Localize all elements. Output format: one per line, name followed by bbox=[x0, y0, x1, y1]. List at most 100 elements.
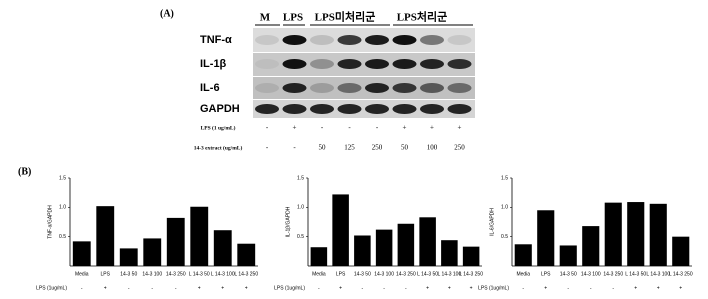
x-tick-label: L 14-3 50 bbox=[417, 271, 438, 277]
bar bbox=[190, 206, 209, 266]
band bbox=[255, 83, 279, 93]
x-tick-label: 14-3 250 bbox=[396, 271, 416, 277]
lps-sign: - bbox=[405, 285, 407, 291]
band bbox=[365, 35, 389, 45]
bar bbox=[213, 230, 232, 266]
lps-sign: - bbox=[567, 285, 569, 291]
band bbox=[447, 104, 472, 114]
x-tick-label: 14-3 50 bbox=[120, 271, 137, 277]
band bbox=[255, 59, 279, 69]
treatment-value: + bbox=[403, 124, 407, 132]
band bbox=[420, 104, 444, 114]
x-tick-label: Media bbox=[312, 271, 326, 277]
band bbox=[282, 104, 307, 114]
band bbox=[392, 35, 417, 45]
band bbox=[310, 35, 334, 45]
bar bbox=[332, 194, 349, 266]
lps-sign: + bbox=[198, 285, 201, 291]
band bbox=[337, 35, 362, 45]
lps-sign: + bbox=[544, 285, 547, 291]
x-tick-label: LPS bbox=[101, 271, 111, 277]
y-axis-label: IL-1β/GAPDH bbox=[285, 206, 291, 237]
lps-sign: + bbox=[245, 285, 248, 291]
band bbox=[310, 83, 334, 93]
panel-label: (B) bbox=[18, 166, 31, 177]
bar bbox=[672, 236, 690, 266]
x-tick-label: 14-3 100 bbox=[142, 271, 162, 277]
y-tick-label: 0.5 bbox=[501, 234, 508, 240]
lane-header: LPS처리군 bbox=[397, 10, 448, 24]
lps-sign: + bbox=[657, 285, 660, 291]
treatment-value: 50 bbox=[401, 144, 409, 152]
bar bbox=[354, 235, 371, 266]
band bbox=[392, 83, 417, 93]
lps-sign: - bbox=[128, 285, 130, 291]
y-tick-label: 1.0 bbox=[297, 205, 304, 211]
treatment-value: - bbox=[293, 144, 296, 152]
treatment-value: + bbox=[430, 124, 434, 132]
treatment-value: 250 bbox=[454, 144, 465, 152]
band bbox=[420, 59, 444, 69]
bar bbox=[604, 202, 622, 266]
blot-strip bbox=[253, 53, 475, 76]
lps-sign: - bbox=[612, 285, 614, 291]
lps-sign: - bbox=[151, 285, 153, 291]
y-tick-label: 1.5 bbox=[297, 175, 304, 181]
band bbox=[420, 83, 444, 93]
lps-sign: - bbox=[81, 285, 83, 291]
treatment-value: 250 bbox=[372, 144, 383, 152]
lps-sign: + bbox=[634, 285, 637, 291]
bar bbox=[582, 226, 600, 266]
lps-sign: - bbox=[362, 285, 364, 291]
lane-header: LPS미처리군 bbox=[315, 10, 376, 24]
treatment-value: - bbox=[266, 144, 269, 152]
band bbox=[337, 59, 362, 69]
bar bbox=[397, 223, 415, 266]
lps-sign: - bbox=[383, 285, 385, 291]
blot-strip bbox=[253, 100, 475, 118]
x-tick-label: 14-3 100 bbox=[374, 271, 394, 277]
x-tick-label: L 14-3 100 bbox=[211, 271, 235, 277]
band bbox=[420, 35, 444, 45]
band bbox=[447, 59, 472, 69]
band bbox=[365, 104, 389, 114]
x-tick-label: L 14-3 250 bbox=[669, 271, 693, 277]
y-axis-label: IL-6/GAPDH bbox=[489, 208, 495, 236]
bar bbox=[627, 202, 645, 266]
lps-sign: + bbox=[339, 285, 342, 291]
lps-sign: + bbox=[221, 285, 224, 291]
bar bbox=[375, 229, 393, 266]
y-tick-label: 0.5 bbox=[297, 234, 304, 240]
bar bbox=[441, 240, 458, 266]
row-label: IL-6 bbox=[200, 82, 220, 94]
lps-row-label: LPS (1ug/mL) bbox=[36, 285, 67, 291]
x-tick-label: 14-3 250 bbox=[603, 271, 623, 277]
x-tick-label: L 14-3 50 bbox=[625, 271, 646, 277]
bar bbox=[514, 244, 532, 266]
band bbox=[255, 35, 279, 45]
x-tick-label: LPS bbox=[541, 271, 551, 277]
bar bbox=[119, 248, 138, 266]
lps-sign: + bbox=[470, 285, 473, 291]
band bbox=[282, 35, 307, 45]
lane-header: M bbox=[260, 12, 271, 24]
treatment-value: - bbox=[321, 124, 324, 132]
treatment-value: - bbox=[266, 124, 269, 132]
blot bbox=[253, 28, 475, 118]
treatment-value: + bbox=[293, 124, 297, 132]
x-tick-label: Media bbox=[516, 271, 530, 277]
x-tick-label: 14-3 50 bbox=[560, 271, 577, 277]
bar bbox=[649, 203, 667, 266]
band bbox=[365, 59, 389, 69]
lps-sign: + bbox=[679, 285, 682, 291]
bar bbox=[462, 246, 480, 266]
band bbox=[337, 104, 362, 114]
bar bbox=[96, 206, 115, 266]
lane-header: LPS bbox=[283, 12, 303, 24]
bar bbox=[143, 238, 162, 266]
band bbox=[255, 104, 279, 114]
bar bbox=[559, 245, 577, 266]
x-tick-label: L 14-3 250 bbox=[234, 271, 258, 277]
bar bbox=[72, 241, 91, 266]
